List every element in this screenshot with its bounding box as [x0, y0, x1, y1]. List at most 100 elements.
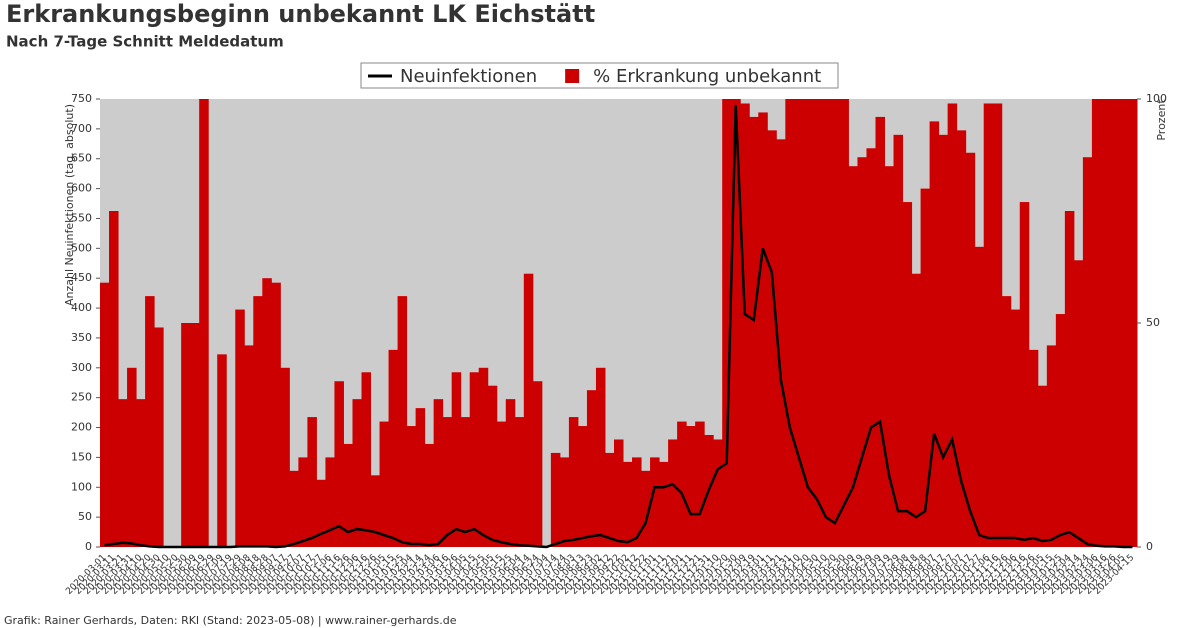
area-segment [100, 282, 110, 547]
area-segment [848, 166, 858, 547]
area-segment [713, 439, 723, 547]
y-tick-label: 650 [71, 152, 92, 165]
legend-swatch [565, 69, 580, 83]
area-segment [496, 421, 507, 547]
area-segment [821, 99, 831, 547]
area-segment [929, 121, 940, 548]
y-tick-label: 200 [71, 421, 92, 434]
area-segment [136, 399, 146, 547]
area-segment [1037, 385, 1048, 547]
area-segment [839, 99, 849, 547]
area-segment [749, 116, 759, 548]
area-segment [695, 421, 705, 547]
area-segment [433, 399, 444, 547]
area-segment [893, 134, 904, 547]
area-segment [451, 372, 462, 547]
area-segment [190, 323, 200, 547]
area-segment [686, 426, 696, 547]
area-segment [1028, 349, 1039, 547]
area-segment [118, 399, 128, 547]
area-segment [965, 152, 976, 547]
area-segment [1064, 211, 1075, 547]
y-tick-label: 500 [71, 241, 92, 254]
area-segment [145, 296, 155, 547]
area-segment [983, 103, 994, 547]
area-segment [1055, 314, 1066, 547]
area-segment [1073, 260, 1084, 547]
area-segment [352, 399, 363, 547]
area-segment [442, 417, 453, 547]
area-segment [974, 246, 985, 547]
y-tick-label: 300 [71, 361, 92, 374]
area-segment [677, 421, 687, 547]
area-segment [722, 99, 732, 547]
area-segment [181, 323, 191, 547]
area-segment [1082, 157, 1093, 548]
area-segment [613, 439, 624, 547]
area-segment [947, 103, 958, 547]
area-segment [532, 381, 543, 547]
area-segment [604, 452, 615, 547]
area-segment [253, 296, 263, 547]
y2-tick-label: 0 [1146, 540, 1153, 553]
area-segment [109, 211, 119, 547]
area-segment [325, 457, 335, 547]
area-segment [586, 390, 597, 547]
area-segment [199, 99, 209, 547]
area-segment [758, 112, 768, 547]
area-segment [1001, 296, 1012, 547]
area-segment [857, 157, 867, 548]
area-segment [1127, 99, 1138, 547]
area-segment [595, 367, 606, 547]
area-segment [812, 99, 822, 547]
area-segment [235, 309, 245, 547]
y-tick-label: 0 [85, 540, 92, 553]
y-tick-label: 100 [71, 480, 92, 493]
area-segment [379, 421, 390, 547]
area-segment [641, 470, 651, 547]
area-segment [154, 327, 164, 547]
area-segment [659, 461, 669, 547]
legend-box [360, 62, 839, 89]
area-segment [577, 426, 588, 547]
chart-subtitle: Nach 7-Tage Schnitt Meldedatum [6, 33, 284, 51]
area-segment [938, 134, 949, 547]
y-tick-label: 750 [71, 92, 92, 105]
y-tick-label: 700 [71, 122, 92, 135]
area-segment [415, 408, 426, 547]
area-segment [920, 188, 931, 547]
y2-axis-label: Prozent [1155, 99, 1168, 141]
area-segment [866, 148, 876, 547]
area-segment [406, 426, 417, 547]
area-segment [568, 417, 579, 547]
area-segment [550, 452, 561, 547]
area-segment [343, 443, 353, 547]
area-segment [298, 457, 308, 547]
y2-tick-label: 50 [1146, 316, 1160, 329]
area-segment [767, 130, 777, 548]
area-segment [316, 479, 326, 547]
chart-title: Erkrankungsbeginn unbekannt LK Eichstätt [6, 0, 595, 28]
area-segment [289, 470, 299, 547]
area-segment [514, 417, 525, 547]
y-tick-label: 450 [71, 271, 92, 284]
y2-tick-label: 100 [1146, 92, 1167, 105]
area-segment [1046, 345, 1057, 547]
footer: Grafik: Rainer Gerhards, Daten: RKI (Sta… [4, 614, 457, 627]
legend-label: % Erkrankung unbekannt [593, 66, 821, 87]
y-axis-label: Anzahl Neuinfektionen (tag. absolut) [63, 104, 76, 306]
area-segment [902, 202, 913, 548]
area-segment [884, 166, 895, 547]
legend-label: Neuinfektionen [400, 66, 537, 87]
area-segment [505, 399, 516, 547]
area-segment [244, 345, 254, 547]
area-segment [623, 461, 633, 547]
area-segment [388, 349, 399, 547]
area-segment [875, 116, 886, 548]
y-tick-label: 150 [71, 450, 92, 463]
area-segment [803, 99, 813, 547]
y-tick-label: 400 [71, 301, 92, 314]
y-tick-label: 550 [71, 211, 92, 224]
y-tick-label: 50 [78, 510, 92, 523]
area-segment [992, 103, 1003, 547]
